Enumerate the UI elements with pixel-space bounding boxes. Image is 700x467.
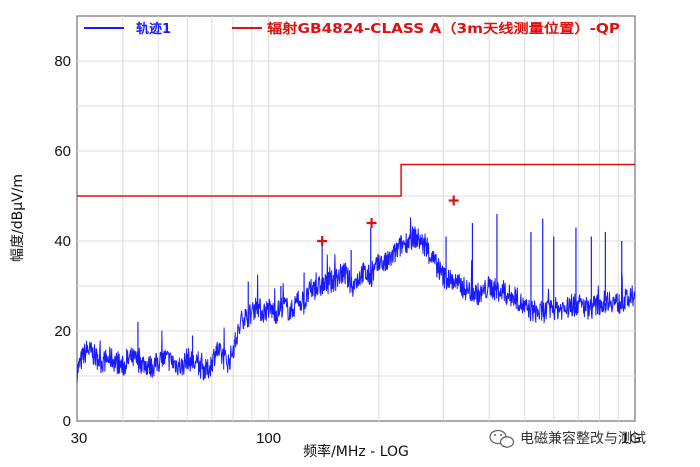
peak-marker (317, 236, 328, 246)
x-axis-title: 频率/MHz - LOG (303, 443, 409, 460)
watermark: 电磁兼容整改与测试 (489, 429, 646, 448)
x-tick-label: 100 (256, 430, 281, 447)
limit-line (77, 163, 635, 197)
legend-label-trace: 轨迹1 (136, 21, 171, 37)
markers (317, 195, 459, 246)
watermark-text: 电磁兼容整改与测试 (520, 430, 646, 447)
trace-line (76, 217, 636, 383)
wechat-icon (489, 429, 515, 448)
x-ticks: 30 100 1G (71, 430, 641, 447)
y-ticks: 0 20 40 60 80 (54, 53, 71, 430)
x-tick-label: 30 (71, 430, 88, 447)
peak-marker (448, 195, 459, 206)
y-axis-title: 幅度/dBµV/m (10, 174, 26, 262)
plot-frame (76, 15, 636, 422)
legend-label-limit: 辐射GB4824-CLASS A（3m天线测量位置）-QP (267, 21, 620, 37)
y-tick-label: 40 (54, 233, 71, 250)
series (76, 163, 636, 383)
x-tick-label: 1G (621, 430, 641, 447)
y-tick-label: 80 (54, 53, 71, 70)
y-tick-label: 0 (63, 413, 71, 430)
y-tick-label: 20 (54, 323, 71, 340)
peak-marker (366, 218, 377, 228)
y-tick-label: 60 (54, 143, 71, 160)
